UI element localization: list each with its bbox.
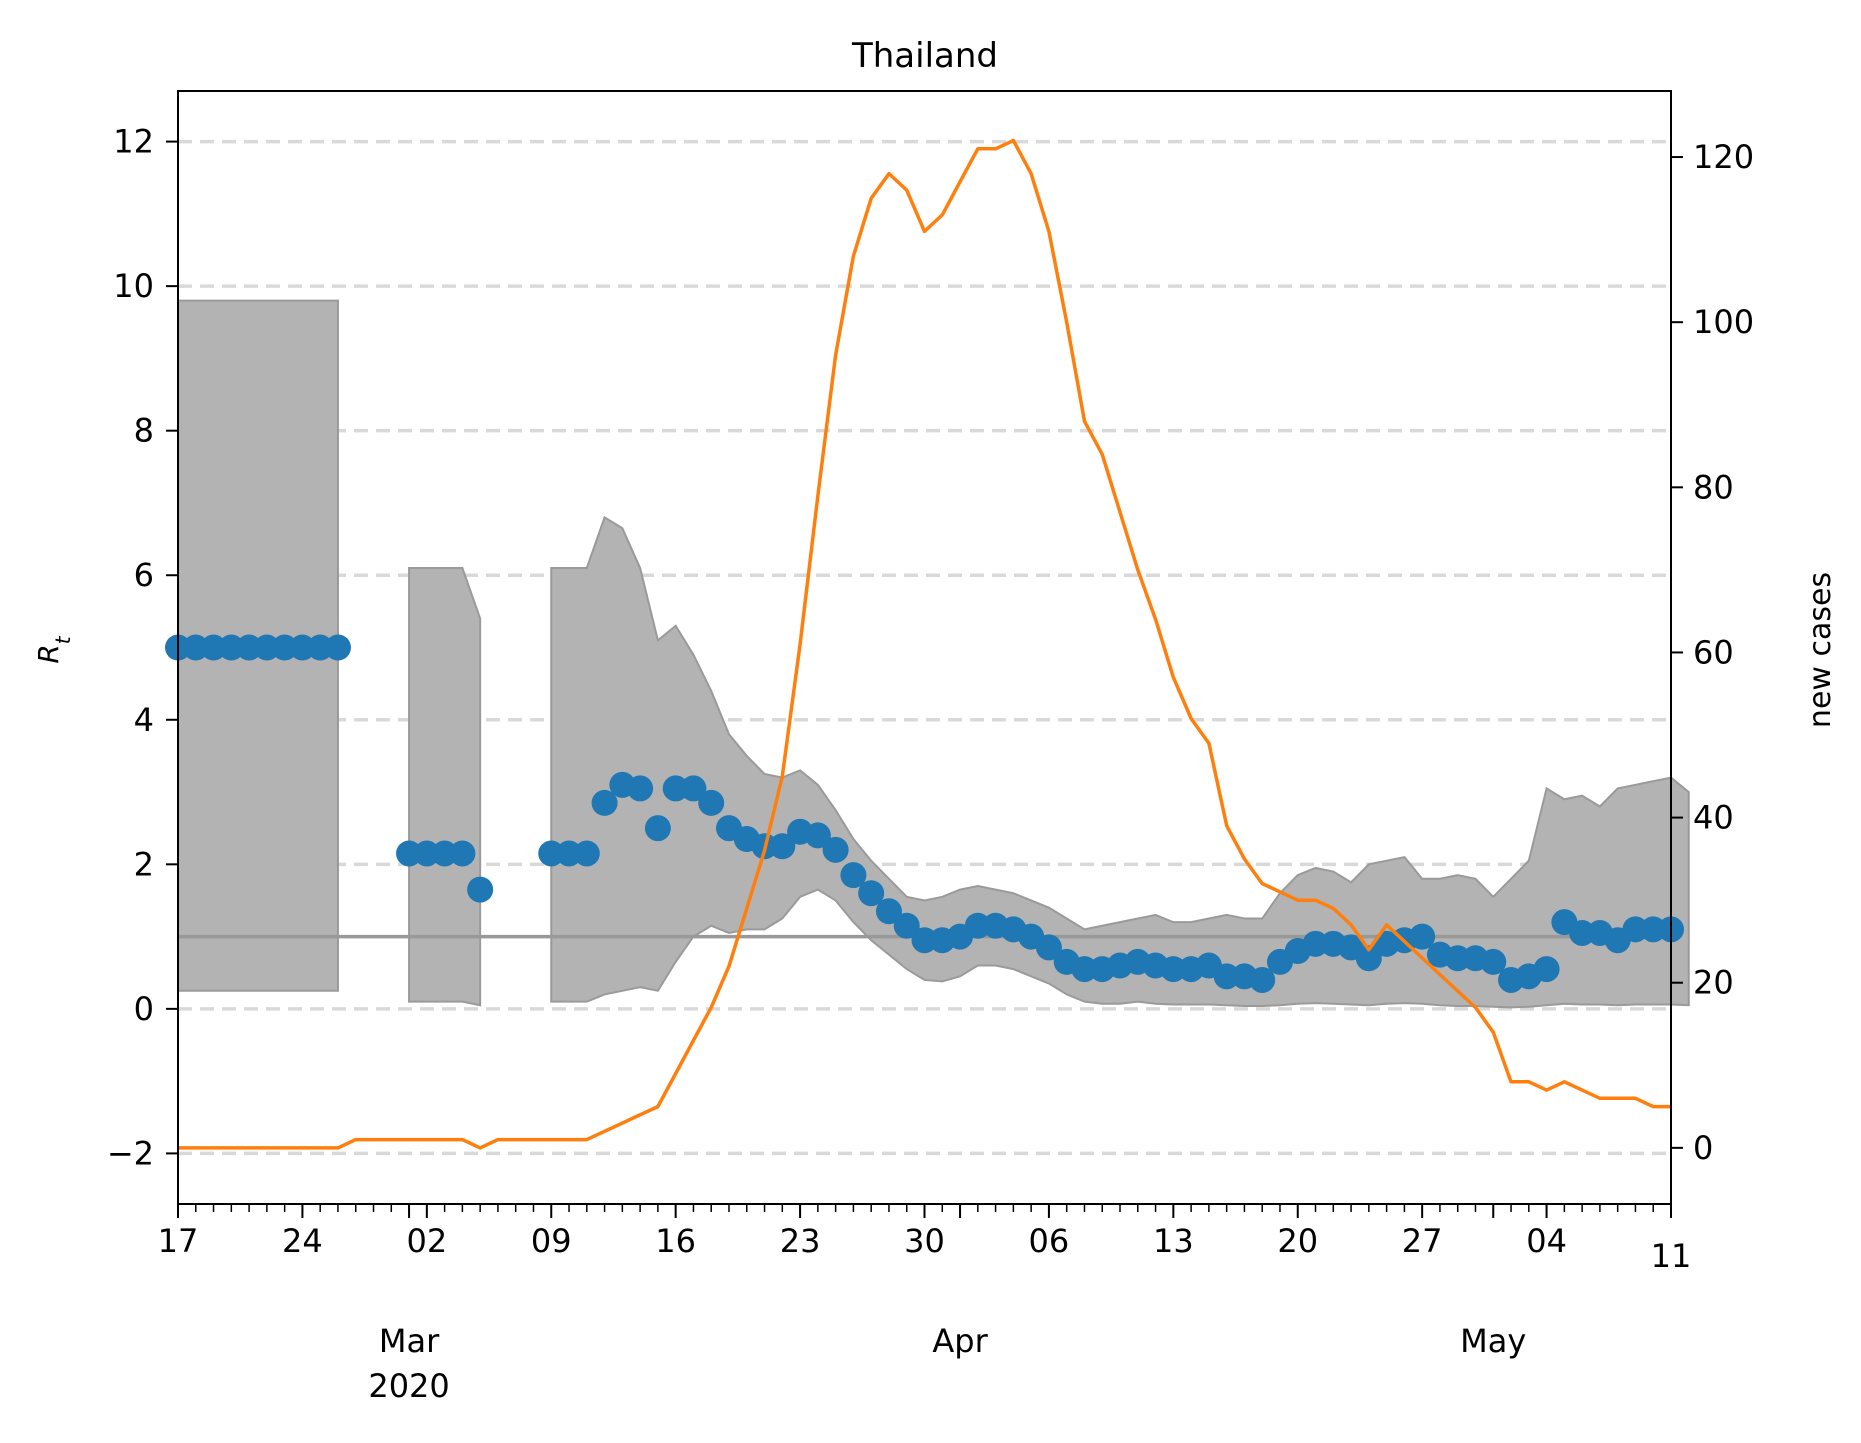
y-right-tick-label: 80 [1693,468,1734,506]
y-left-tick-label: 4 [134,701,154,739]
x-year-label: 2020 [368,1367,449,1405]
rt-point [1480,948,1507,975]
rt-point [1622,916,1649,943]
x-tick-label: 17 [158,1222,199,1260]
y-left-tick-label: 2 [134,845,154,883]
rt-point [680,775,707,802]
rt-point [964,912,991,939]
rt-point [573,840,600,867]
y-left-tick-label: 10 [113,267,154,305]
new-cases-line [178,138,1671,1150]
new-cases-series [178,138,1671,1150]
rt-point [467,876,494,903]
x-tick-label: 24 [282,1222,323,1260]
x-tick-label: 23 [780,1222,821,1260]
rt-point [858,880,885,907]
rt-point [591,789,618,816]
y-right-tick-label: 0 [1693,1129,1713,1167]
y-right-tick-label: 20 [1693,964,1734,1002]
rt-point [182,634,209,661]
y-axis-right: 0 20 40 60 80 100 120 [1671,138,1754,1167]
confidence-bands [177,299,1690,1009]
x-tick-label: 27 [1402,1222,1443,1260]
x-tick-label: 16 [655,1222,696,1260]
rt-point [1640,916,1667,943]
x-month-label: Apr [932,1322,988,1360]
x-tick-label: 30 [904,1222,945,1260]
x-tick-label: 13 [1153,1222,1194,1260]
y-right-tick-label: 120 [1693,138,1754,176]
x-tick-label: 02 [406,1222,447,1260]
rt-point [840,862,867,889]
rt-points [165,634,1684,993]
rt-point [1409,923,1436,950]
y-left-tick-label: −2 [107,1134,154,1172]
rt-point [200,634,227,661]
rt-point [413,840,440,867]
x-tick-label: 11 [1651,1237,1692,1275]
rt-point [538,840,565,867]
rt-point [804,822,831,849]
rt-point [556,840,583,867]
chart-title: Thailand [851,36,998,76]
rt-point [449,840,476,867]
y-left-tick-label: 8 [134,412,154,450]
rt-point [218,634,245,661]
rt-point [911,927,938,954]
y-left-tick-label: 12 [113,123,154,161]
rt-point [289,634,316,661]
rt-point [253,634,280,661]
y-axis-left-label: Rt [32,635,75,663]
plot-frame [177,90,1672,1205]
y-right-tick-label: 100 [1693,303,1754,341]
rt-point [431,840,458,867]
rt-point [627,775,654,802]
rt-point [1071,956,1098,983]
x-tick-label: 20 [1277,1222,1318,1260]
y-right-tick-label: 40 [1693,799,1734,837]
x-tick-label: 06 [1029,1222,1070,1260]
x-tick-label: 04 [1526,1222,1567,1260]
rt-point [893,912,920,939]
rt-point [698,789,725,816]
x-month-label: May [1460,1322,1526,1360]
rt-point [236,634,263,661]
x-axis: 17 24 02 09 16 23 30 06 13 20 27 04 11 Mar 2020 Apr May [158,1204,1692,1405]
rt-point [271,634,298,661]
rt-point [324,634,351,661]
x-tick-label: 09 [531,1222,572,1260]
rt-point [1035,934,1062,961]
rt-point [1302,930,1329,957]
rt-point [1355,945,1382,972]
rt-point [1569,919,1596,946]
rt-point [396,840,423,867]
rt-point [644,815,671,842]
rt-point [1249,966,1276,993]
confidence-band [408,567,482,1007]
rt-point [1160,956,1187,983]
rt-point [307,634,334,661]
confidence-band [550,515,1690,1009]
rt-point [1444,945,1471,972]
y-axis-left: −2 0 2 4 6 8 10 12 [107,123,178,1172]
rt-point [1533,956,1560,983]
rt-point [875,898,902,925]
rt-point [769,833,796,860]
rt-point [662,775,689,802]
rt-point [822,836,849,863]
x-month-label: Mar [379,1322,440,1360]
y-right-tick-label: 60 [1693,633,1734,671]
y-left-tick-label: 0 [134,990,154,1028]
y-axis-right-label: new cases [1803,572,1838,728]
y-left-tick-label: 6 [134,556,154,594]
rt-point [1213,963,1240,990]
